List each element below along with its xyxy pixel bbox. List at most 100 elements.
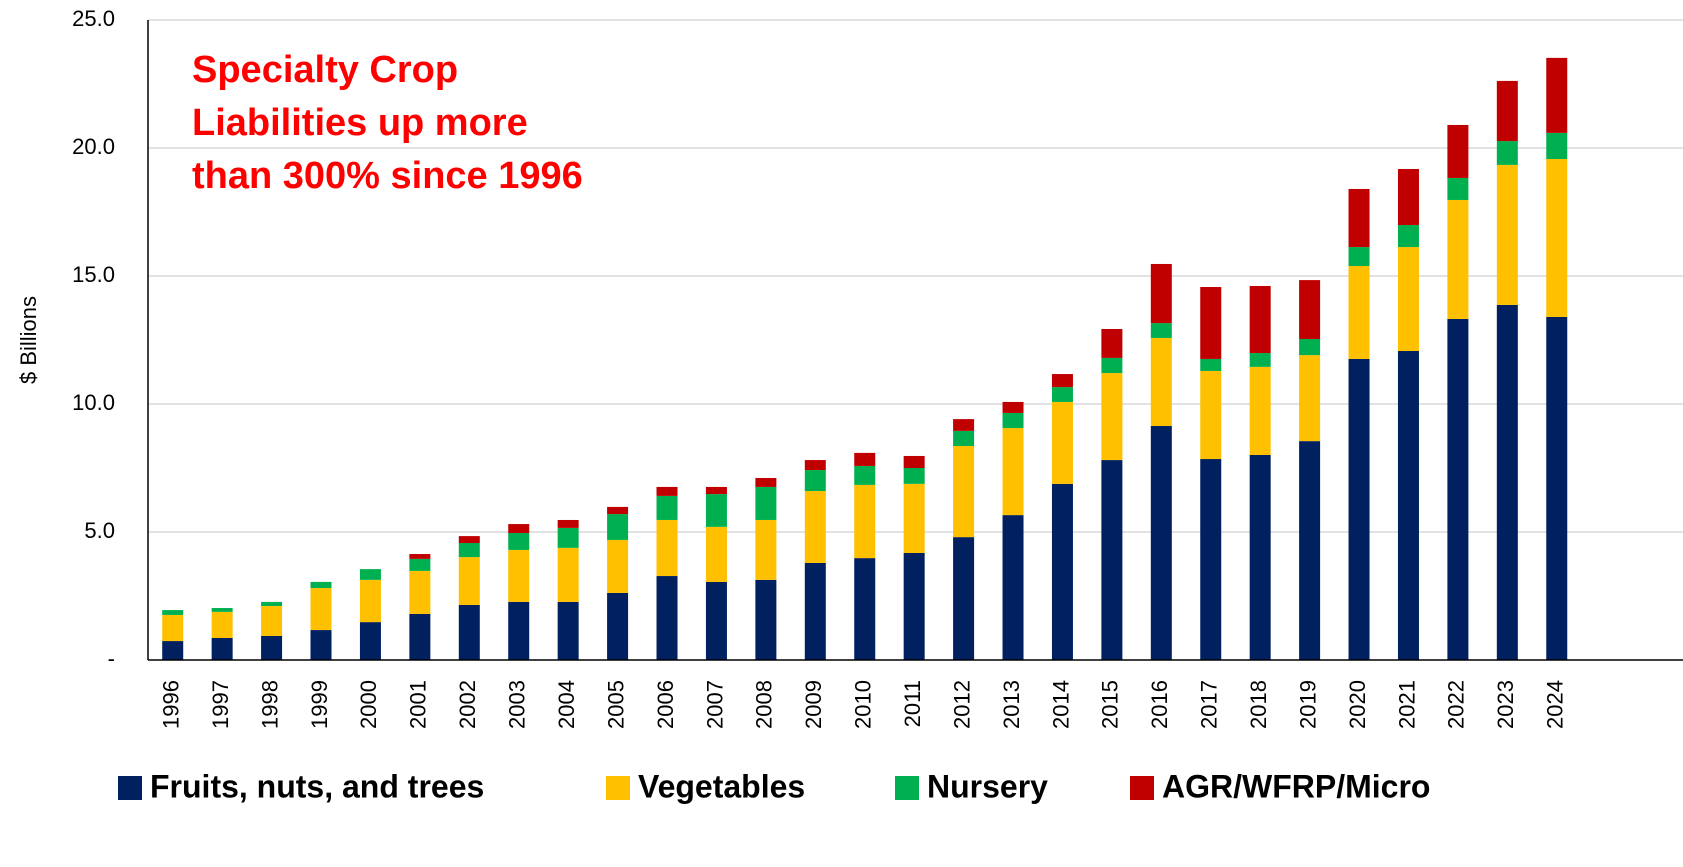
- x-tick-label: 2011: [900, 680, 925, 727]
- bar-segment: [1299, 280, 1321, 339]
- bar-segment: [1150, 263, 1172, 324]
- bar-segment: [508, 533, 530, 550]
- bar-segment: [1051, 483, 1073, 660]
- legend-swatch: [606, 776, 630, 800]
- bar-segment: [755, 579, 777, 660]
- legend-label: Nursery: [927, 768, 1048, 804]
- bar-segment: [903, 483, 925, 553]
- x-tick-label: 2022: [1444, 680, 1469, 729]
- y-tick-label: 15.0: [72, 262, 115, 287]
- bar-segment: [656, 576, 678, 660]
- bar-segment: [656, 495, 678, 520]
- bar-segment: [1150, 323, 1172, 338]
- bar-segment: [409, 554, 431, 559]
- y-tick-label: 10.0: [72, 390, 115, 415]
- bar-segment: [755, 477, 777, 487]
- bar-segment: [1348, 188, 1370, 248]
- legend-swatch: [118, 776, 142, 800]
- bar-segment: [458, 536, 480, 544]
- y-axis-label: $ Billions: [16, 296, 41, 384]
- bar-segment: [705, 526, 727, 582]
- bar-segment: [162, 614, 184, 642]
- bar-segment: [162, 641, 184, 660]
- bar-segment: [854, 558, 876, 660]
- bar-segment: [1447, 124, 1469, 178]
- bar-segment: [1348, 247, 1370, 267]
- bar-segment: [804, 491, 826, 563]
- bar-segment: [1249, 454, 1271, 660]
- bar-segment: [261, 601, 283, 606]
- bar-segment: [1101, 373, 1123, 461]
- bar-segment: [1249, 366, 1271, 455]
- bar-segment: [162, 610, 184, 615]
- bar-segment: [607, 539, 629, 593]
- y-tick-label: 20.0: [72, 134, 115, 159]
- bar-segment: [1249, 353, 1271, 367]
- bar-segment: [1546, 159, 1568, 317]
- bar-segment: [1299, 338, 1321, 356]
- x-tick-label: 1999: [307, 680, 332, 729]
- bar-segment: [508, 601, 530, 660]
- bar-segment: [1002, 515, 1024, 660]
- bar-segment: [1002, 412, 1024, 429]
- legend-label: Fruits, nuts, and trees: [150, 768, 484, 804]
- bar-segment: [1546, 316, 1568, 660]
- annotation: Specialty Crop: [192, 49, 458, 91]
- bar-segment: [557, 519, 579, 528]
- bar-segment: [409, 570, 431, 614]
- bar-segment: [211, 637, 233, 660]
- bar-segment: [607, 506, 629, 515]
- x-tick-label: 2005: [603, 680, 628, 729]
- bar-segment: [1299, 441, 1321, 660]
- bar-segment: [854, 484, 876, 559]
- bar-segment: [508, 524, 530, 534]
- x-tick-label: 2003: [505, 680, 530, 729]
- bar-segment: [854, 452, 876, 466]
- bar-segment: [1101, 328, 1123, 358]
- bar-segment: [1150, 426, 1172, 660]
- legend-swatch: [895, 776, 919, 800]
- x-tick-label: 2019: [1295, 680, 1320, 729]
- bar-segment: [903, 455, 925, 468]
- annotation: Liabilities up more: [192, 102, 528, 144]
- bar-segment: [409, 613, 431, 660]
- bar-segment: [1348, 358, 1370, 660]
- bar-segment: [804, 562, 826, 660]
- x-tick-label: 1998: [257, 680, 282, 729]
- bar-segment: [953, 445, 975, 538]
- bar-segment: [656, 486, 678, 496]
- bar-segment: [211, 611, 233, 638]
- bar-segment: [1299, 355, 1321, 442]
- bar-segment: [557, 527, 579, 548]
- bar-segment: [261, 605, 283, 636]
- bar-segment: [1397, 168, 1419, 226]
- bar-segment: [607, 514, 629, 540]
- legend-label: AGR/WFRP/Micro: [1162, 768, 1430, 804]
- bar-segment: [1051, 374, 1073, 388]
- bar-segment: [854, 465, 876, 485]
- bar-segment: [804, 460, 826, 471]
- x-tick-label: 2014: [1048, 680, 1073, 729]
- bar-segment: [755, 486, 777, 520]
- x-tick-label: 1997: [208, 680, 233, 729]
- legend-swatch: [1130, 776, 1154, 800]
- x-tick-label: 2008: [752, 680, 777, 729]
- bar-segment: [409, 558, 431, 571]
- bar-segment: [1496, 164, 1518, 305]
- x-tick-label: 2007: [702, 680, 727, 729]
- bar-segment: [508, 549, 530, 602]
- x-tick-label: 2002: [455, 680, 480, 729]
- bar-segment: [458, 604, 480, 660]
- bar-segment: [804, 470, 826, 492]
- x-tick-label: 2021: [1394, 680, 1419, 729]
- bar-segment: [310, 581, 332, 589]
- x-tick-label: 2023: [1493, 680, 1518, 729]
- bar-segment: [953, 537, 975, 660]
- bar-segment: [1200, 358, 1222, 371]
- bar-segment: [1496, 141, 1518, 165]
- bar-segment: [1200, 287, 1222, 359]
- bar-segment: [359, 569, 381, 580]
- bar-segment: [1496, 80, 1518, 142]
- bar-segment: [359, 622, 381, 660]
- y-tick-label: -: [108, 646, 115, 671]
